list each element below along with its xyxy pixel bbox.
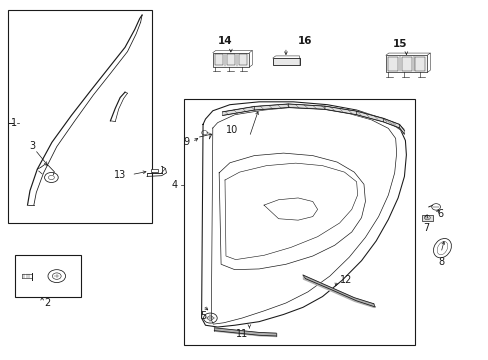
Text: 13: 13 — [114, 170, 126, 180]
Text: 2: 2 — [44, 298, 50, 308]
Ellipse shape — [433, 238, 450, 258]
Bar — [212, 53, 249, 67]
Bar — [387, 57, 397, 71]
Text: 5: 5 — [200, 311, 206, 321]
Polygon shape — [222, 107, 254, 116]
Bar — [239, 54, 247, 65]
Bar — [214, 54, 223, 65]
Bar — [421, 215, 432, 221]
Bar — [385, 55, 427, 72]
Text: 8: 8 — [437, 257, 443, 267]
Text: 11: 11 — [235, 329, 248, 339]
Text: 6: 6 — [436, 209, 442, 219]
Ellipse shape — [436, 242, 447, 255]
Polygon shape — [325, 106, 356, 115]
Text: 1: 1 — [11, 118, 18, 128]
Bar — [401, 57, 411, 71]
Text: 9: 9 — [183, 138, 189, 147]
Text: 10: 10 — [226, 125, 238, 135]
Bar — [15, 255, 81, 297]
Polygon shape — [356, 111, 383, 122]
Bar — [415, 57, 425, 71]
Text: 15: 15 — [392, 39, 407, 49]
Bar — [151, 168, 158, 172]
Bar — [272, 58, 299, 64]
Polygon shape — [383, 118, 399, 128]
Polygon shape — [254, 104, 288, 110]
Bar — [226, 54, 235, 65]
Bar — [8, 10, 152, 223]
Polygon shape — [399, 125, 404, 134]
Text: 14: 14 — [217, 36, 232, 45]
Text: 3: 3 — [29, 141, 35, 151]
Text: 4: 4 — [171, 180, 177, 190]
Text: 12: 12 — [339, 275, 351, 285]
Text: 16: 16 — [298, 36, 312, 45]
Bar — [183, 99, 414, 345]
Text: 7: 7 — [422, 223, 428, 233]
Polygon shape — [288, 104, 325, 109]
